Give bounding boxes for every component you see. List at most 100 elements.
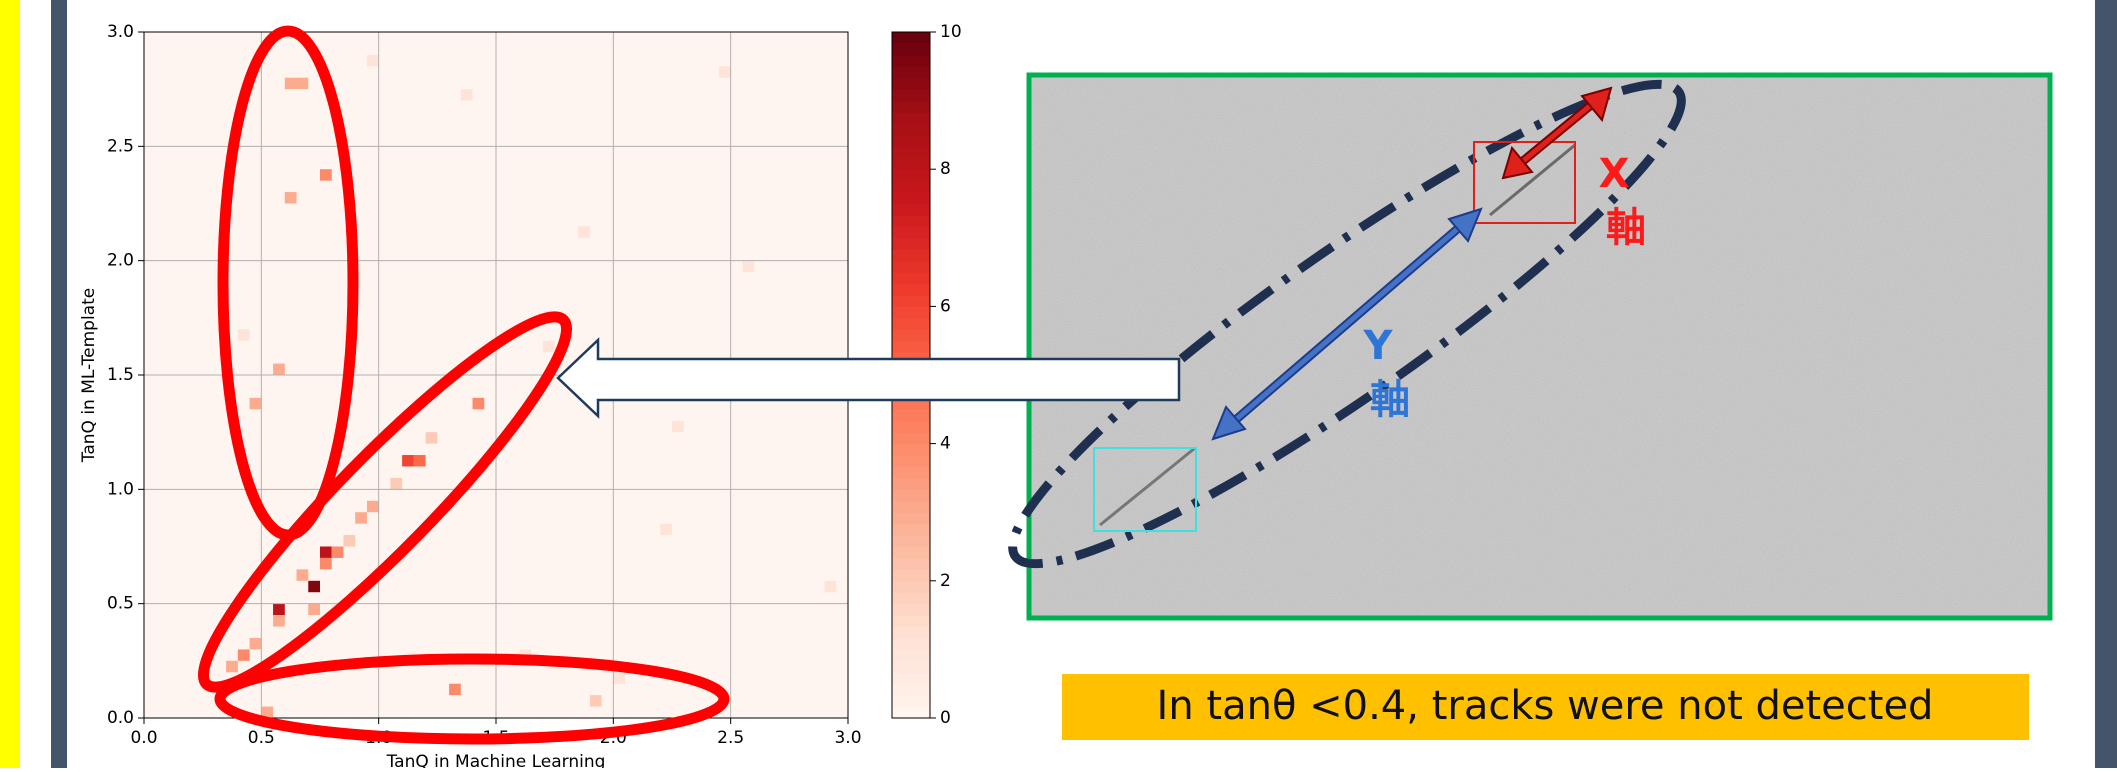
colorbar-step: [892, 638, 930, 650]
colorbar-tick-label: 6: [940, 296, 951, 316]
heatmap-cell: [414, 455, 426, 466]
heatmap-cell: [273, 364, 285, 375]
colorbar-step: [892, 329, 930, 341]
x-axis-letter: X: [1599, 151, 1630, 197]
colorbar-step: [892, 89, 930, 101]
colorbar-step: [892, 524, 930, 536]
heatmap-cell: [226, 661, 238, 672]
colorbar-step: [892, 512, 930, 524]
x-tick-label: 0.5: [248, 728, 275, 748]
colorbar-step: [892, 249, 930, 261]
colorbar-step: [892, 169, 930, 181]
colorbar-step: [892, 78, 930, 90]
colorbar-step: [892, 672, 930, 684]
colorbar-step: [892, 181, 930, 193]
colorbar-step: [892, 135, 930, 147]
heatmap-cell: [660, 524, 672, 535]
heatmap-cell: [238, 649, 250, 660]
heatmap-cell: [273, 604, 285, 615]
colorbar-step: [892, 261, 930, 273]
colorbar-step: [892, 592, 930, 604]
heatmap-cell: [461, 89, 473, 100]
heatmap-cell: [543, 341, 555, 352]
x-tick-label: 0.0: [130, 728, 157, 748]
colorbar-step: [892, 649, 930, 661]
heatmap-cell: [250, 638, 262, 649]
heatmap-cell: [343, 535, 355, 546]
colorbar-step: [892, 284, 930, 296]
colorbar-step: [892, 306, 930, 318]
colorbar-step: [892, 615, 930, 627]
colorbar-step: [892, 112, 930, 124]
colorbar-step: [892, 123, 930, 135]
colorbar-step: [892, 455, 930, 467]
colorbar-step: [892, 501, 930, 513]
heatmap-cell: [367, 501, 379, 512]
x-axis-kanji: 軸: [1606, 205, 1646, 251]
colorbar-tick-label: 10: [940, 22, 962, 42]
colorbar-tick-label: 0: [940, 708, 951, 728]
left-border: [51, 0, 67, 768]
colorbar-step: [892, 421, 930, 433]
y-axis-label: TanQ in ML-Template: [79, 288, 99, 463]
heatmap-cell: [273, 615, 285, 626]
colorbar-step: [892, 695, 930, 707]
heatmap-cell: [672, 421, 684, 432]
colorbar-tick-label: 2: [940, 571, 951, 591]
colorbar-tick-label: 4: [940, 434, 951, 454]
y-tick-label: 3.0: [107, 22, 134, 42]
colorbar-step: [892, 66, 930, 78]
heatmap-cell: [238, 329, 250, 340]
colorbar-step: [892, 215, 930, 227]
colorbar-step: [892, 444, 930, 456]
colorbar-step: [892, 661, 930, 673]
colorbar-step: [892, 466, 930, 478]
heatmap-cell: [285, 78, 297, 89]
heatmap-cell: [320, 558, 332, 569]
colorbar-step: [892, 146, 930, 158]
colorbar-step: [892, 272, 930, 284]
colorbar-step: [892, 318, 930, 330]
heatmap-cell: [367, 55, 379, 66]
colorbar-step: [892, 627, 930, 639]
colorbar-step: [892, 558, 930, 570]
colorbar-step: [892, 226, 930, 238]
colorbar-step: [892, 192, 930, 204]
heatmap-cell: [426, 432, 438, 443]
colorbar-step: [892, 684, 930, 696]
colorbar-step: [892, 432, 930, 444]
heatmap-cell: [250, 398, 262, 409]
heatmap-cell: [825, 581, 837, 592]
colorbar-step: [892, 295, 930, 307]
heatmap-cell: [297, 569, 309, 580]
y-tick-label: 2.5: [107, 136, 134, 156]
colorbar-step: [892, 569, 930, 581]
heatmap-cell: [355, 512, 367, 523]
heatmap-cell: [390, 478, 402, 489]
x-axis-label: TanQ in Machine Learning: [386, 752, 606, 768]
colorbar-step: [892, 55, 930, 67]
colorbar-tick-label: 8: [940, 159, 951, 179]
heatmap-cell: [308, 581, 320, 592]
colorbar-step: [892, 32, 930, 44]
slide: TanQ in ML-Template TanQ in Machine Lear…: [0, 0, 2117, 768]
colorbar-step: [892, 238, 930, 250]
y-axis-kanji: 軸: [1370, 377, 1410, 423]
heatmap-cell: [613, 672, 625, 683]
image-grain: [1029, 75, 2050, 618]
heatmap-cell: [297, 78, 309, 89]
heatmap-cell: [719, 66, 731, 77]
track-image: X 軸 Y 軸: [974, 33, 2050, 618]
heatmap-cell: [308, 604, 320, 615]
colorbar-step: [892, 604, 930, 616]
heatmap-cell: [320, 169, 332, 180]
colorbar-step: [892, 101, 930, 113]
colorbar-step: [892, 707, 930, 719]
y-tick-label: 0.0: [107, 708, 134, 728]
colorbar-step: [892, 581, 930, 593]
note-text: In tanθ <0.4, tracks were not detected: [1157, 683, 1934, 729]
y-tick-label: 0.5: [107, 594, 134, 614]
colorbar-step: [892, 547, 930, 559]
y-tick-label: 1.5: [107, 365, 134, 385]
colorbar-step: [892, 43, 930, 55]
